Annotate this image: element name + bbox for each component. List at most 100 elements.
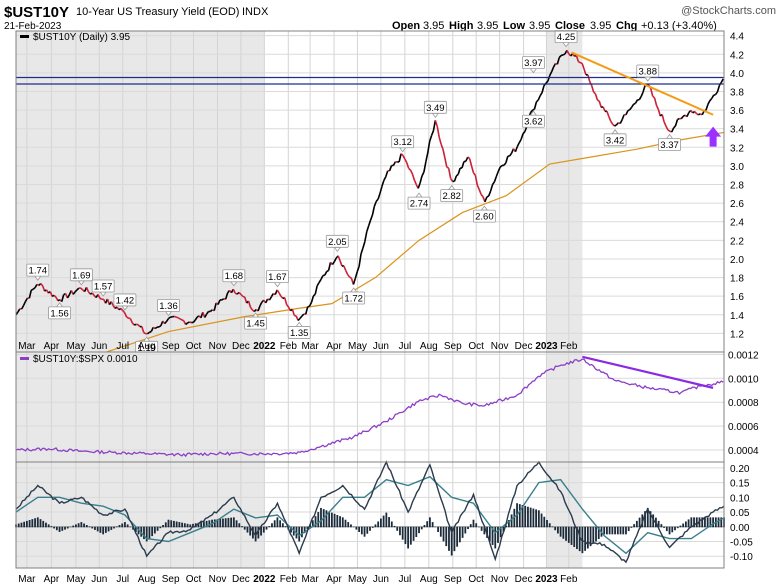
low-value: 3.95 xyxy=(529,20,550,32)
macd-histogram-bar xyxy=(17,523,20,528)
macd-histogram-bar xyxy=(382,515,385,528)
price-segment xyxy=(181,319,185,322)
price-segment xyxy=(385,170,389,178)
price-segment xyxy=(367,219,372,227)
price-segment xyxy=(438,136,442,145)
macd-histogram-bar xyxy=(129,526,132,528)
value-label: 3.42 xyxy=(606,135,625,146)
price-segment xyxy=(24,297,29,302)
macd-histogram-bar xyxy=(126,524,129,528)
macd-histogram-bar xyxy=(682,523,685,528)
macd-tick-label: -0.10 xyxy=(730,552,753,563)
price-segment xyxy=(606,110,610,117)
macd-histogram-bar xyxy=(556,526,559,534)
macd-histogram-bar xyxy=(181,522,184,528)
value-label: 3.12 xyxy=(393,137,412,148)
macd-histogram-bar xyxy=(115,526,118,528)
price-segment xyxy=(28,289,33,299)
macd-histogram-bar xyxy=(330,512,333,528)
price-segment xyxy=(516,142,520,148)
ratio-legend-text: $UST10Y:$SPX 0.0010 xyxy=(33,354,138,365)
macd-histogram-bar xyxy=(301,526,303,538)
price-segment xyxy=(669,130,673,133)
price-segment xyxy=(373,201,378,207)
price-segment xyxy=(360,247,364,255)
chg-value: +0.13 (+3.40%) xyxy=(641,20,717,32)
macd-histogram-bar xyxy=(483,526,486,535)
macd-histogram-bar xyxy=(61,526,64,531)
price-segment xyxy=(354,271,358,279)
x-tick-label: Aug xyxy=(138,341,156,352)
price-segment xyxy=(339,260,343,267)
macd-histogram-bar xyxy=(535,509,538,528)
macd-histogram-bar xyxy=(202,521,205,528)
macd-histogram-bar xyxy=(388,517,390,528)
macd-histogram-bar xyxy=(706,517,709,528)
price-tick-label: 4.4 xyxy=(730,32,744,43)
price-segment xyxy=(419,175,423,184)
price-segment xyxy=(596,99,600,102)
price-segment xyxy=(625,110,629,116)
price-segment xyxy=(674,119,679,127)
macd-histogram-bar xyxy=(527,506,529,528)
price-segment xyxy=(114,306,118,310)
macd-histogram-bar xyxy=(625,526,627,535)
price-segment xyxy=(714,91,719,96)
macd-histogram-bar xyxy=(175,521,178,528)
price-segment xyxy=(677,117,680,121)
ratio-tick-label: 0.0006 xyxy=(728,422,759,433)
macd-histogram-bar xyxy=(614,526,616,535)
value-label-box xyxy=(157,299,180,312)
macd-histogram-bar xyxy=(118,525,121,528)
value-label: 4.25 xyxy=(557,32,576,43)
macd-histogram-bar xyxy=(644,511,646,528)
macd-histogram-bar xyxy=(366,526,369,534)
x-tick-label: Nov xyxy=(491,574,509,585)
price-segment xyxy=(440,143,444,150)
price-segment xyxy=(446,166,450,169)
macd-histogram-bar xyxy=(344,519,347,528)
price-tick-label: 2.4 xyxy=(730,218,744,229)
macd-histogram-bar xyxy=(235,520,238,528)
price-segment xyxy=(194,316,198,321)
macd-histogram-bar xyxy=(507,520,510,528)
price-segment xyxy=(707,100,711,105)
macd-histogram-bar xyxy=(186,523,189,528)
macd-histogram-bar xyxy=(55,526,58,531)
macd-histogram-bar xyxy=(284,526,287,528)
price-segment xyxy=(343,265,347,271)
macd-histogram-bar xyxy=(58,526,61,532)
macd-histogram-bar xyxy=(453,526,456,552)
price-segment xyxy=(40,283,44,287)
price-segment xyxy=(34,283,38,289)
price-segment xyxy=(152,326,156,330)
price-segment xyxy=(242,295,245,298)
price-segment xyxy=(110,301,114,306)
macd-histogram-bar xyxy=(475,523,478,528)
macd-histogram-bar xyxy=(603,526,606,535)
price-segment xyxy=(673,125,677,129)
price-segment xyxy=(379,186,383,194)
price-segment xyxy=(154,326,158,330)
macd-histogram-bar xyxy=(156,526,159,531)
price-segment xyxy=(655,104,660,110)
macd-histogram-bar xyxy=(53,526,56,529)
price-segment xyxy=(627,108,631,112)
macd-histogram-bar xyxy=(393,525,396,528)
x-tick-label: Oct xyxy=(468,341,484,352)
macd-histogram-bar xyxy=(197,522,200,528)
macd-histogram-bar xyxy=(134,526,137,532)
macd-histogram-bar xyxy=(379,518,382,528)
price-segment xyxy=(283,297,288,305)
price-segment xyxy=(537,95,541,101)
price-segment xyxy=(316,282,320,287)
price-segment xyxy=(122,310,126,314)
x-tick-label: Apr xyxy=(44,574,60,585)
x-tick-label: Dec xyxy=(515,341,533,352)
price-segment xyxy=(204,313,208,318)
macd-histogram-bar xyxy=(404,526,407,545)
open-value: 3.95 xyxy=(423,20,444,32)
value-label: 1.57 xyxy=(94,281,113,292)
macd-histogram-bar xyxy=(276,517,279,528)
price-segment xyxy=(268,296,273,301)
